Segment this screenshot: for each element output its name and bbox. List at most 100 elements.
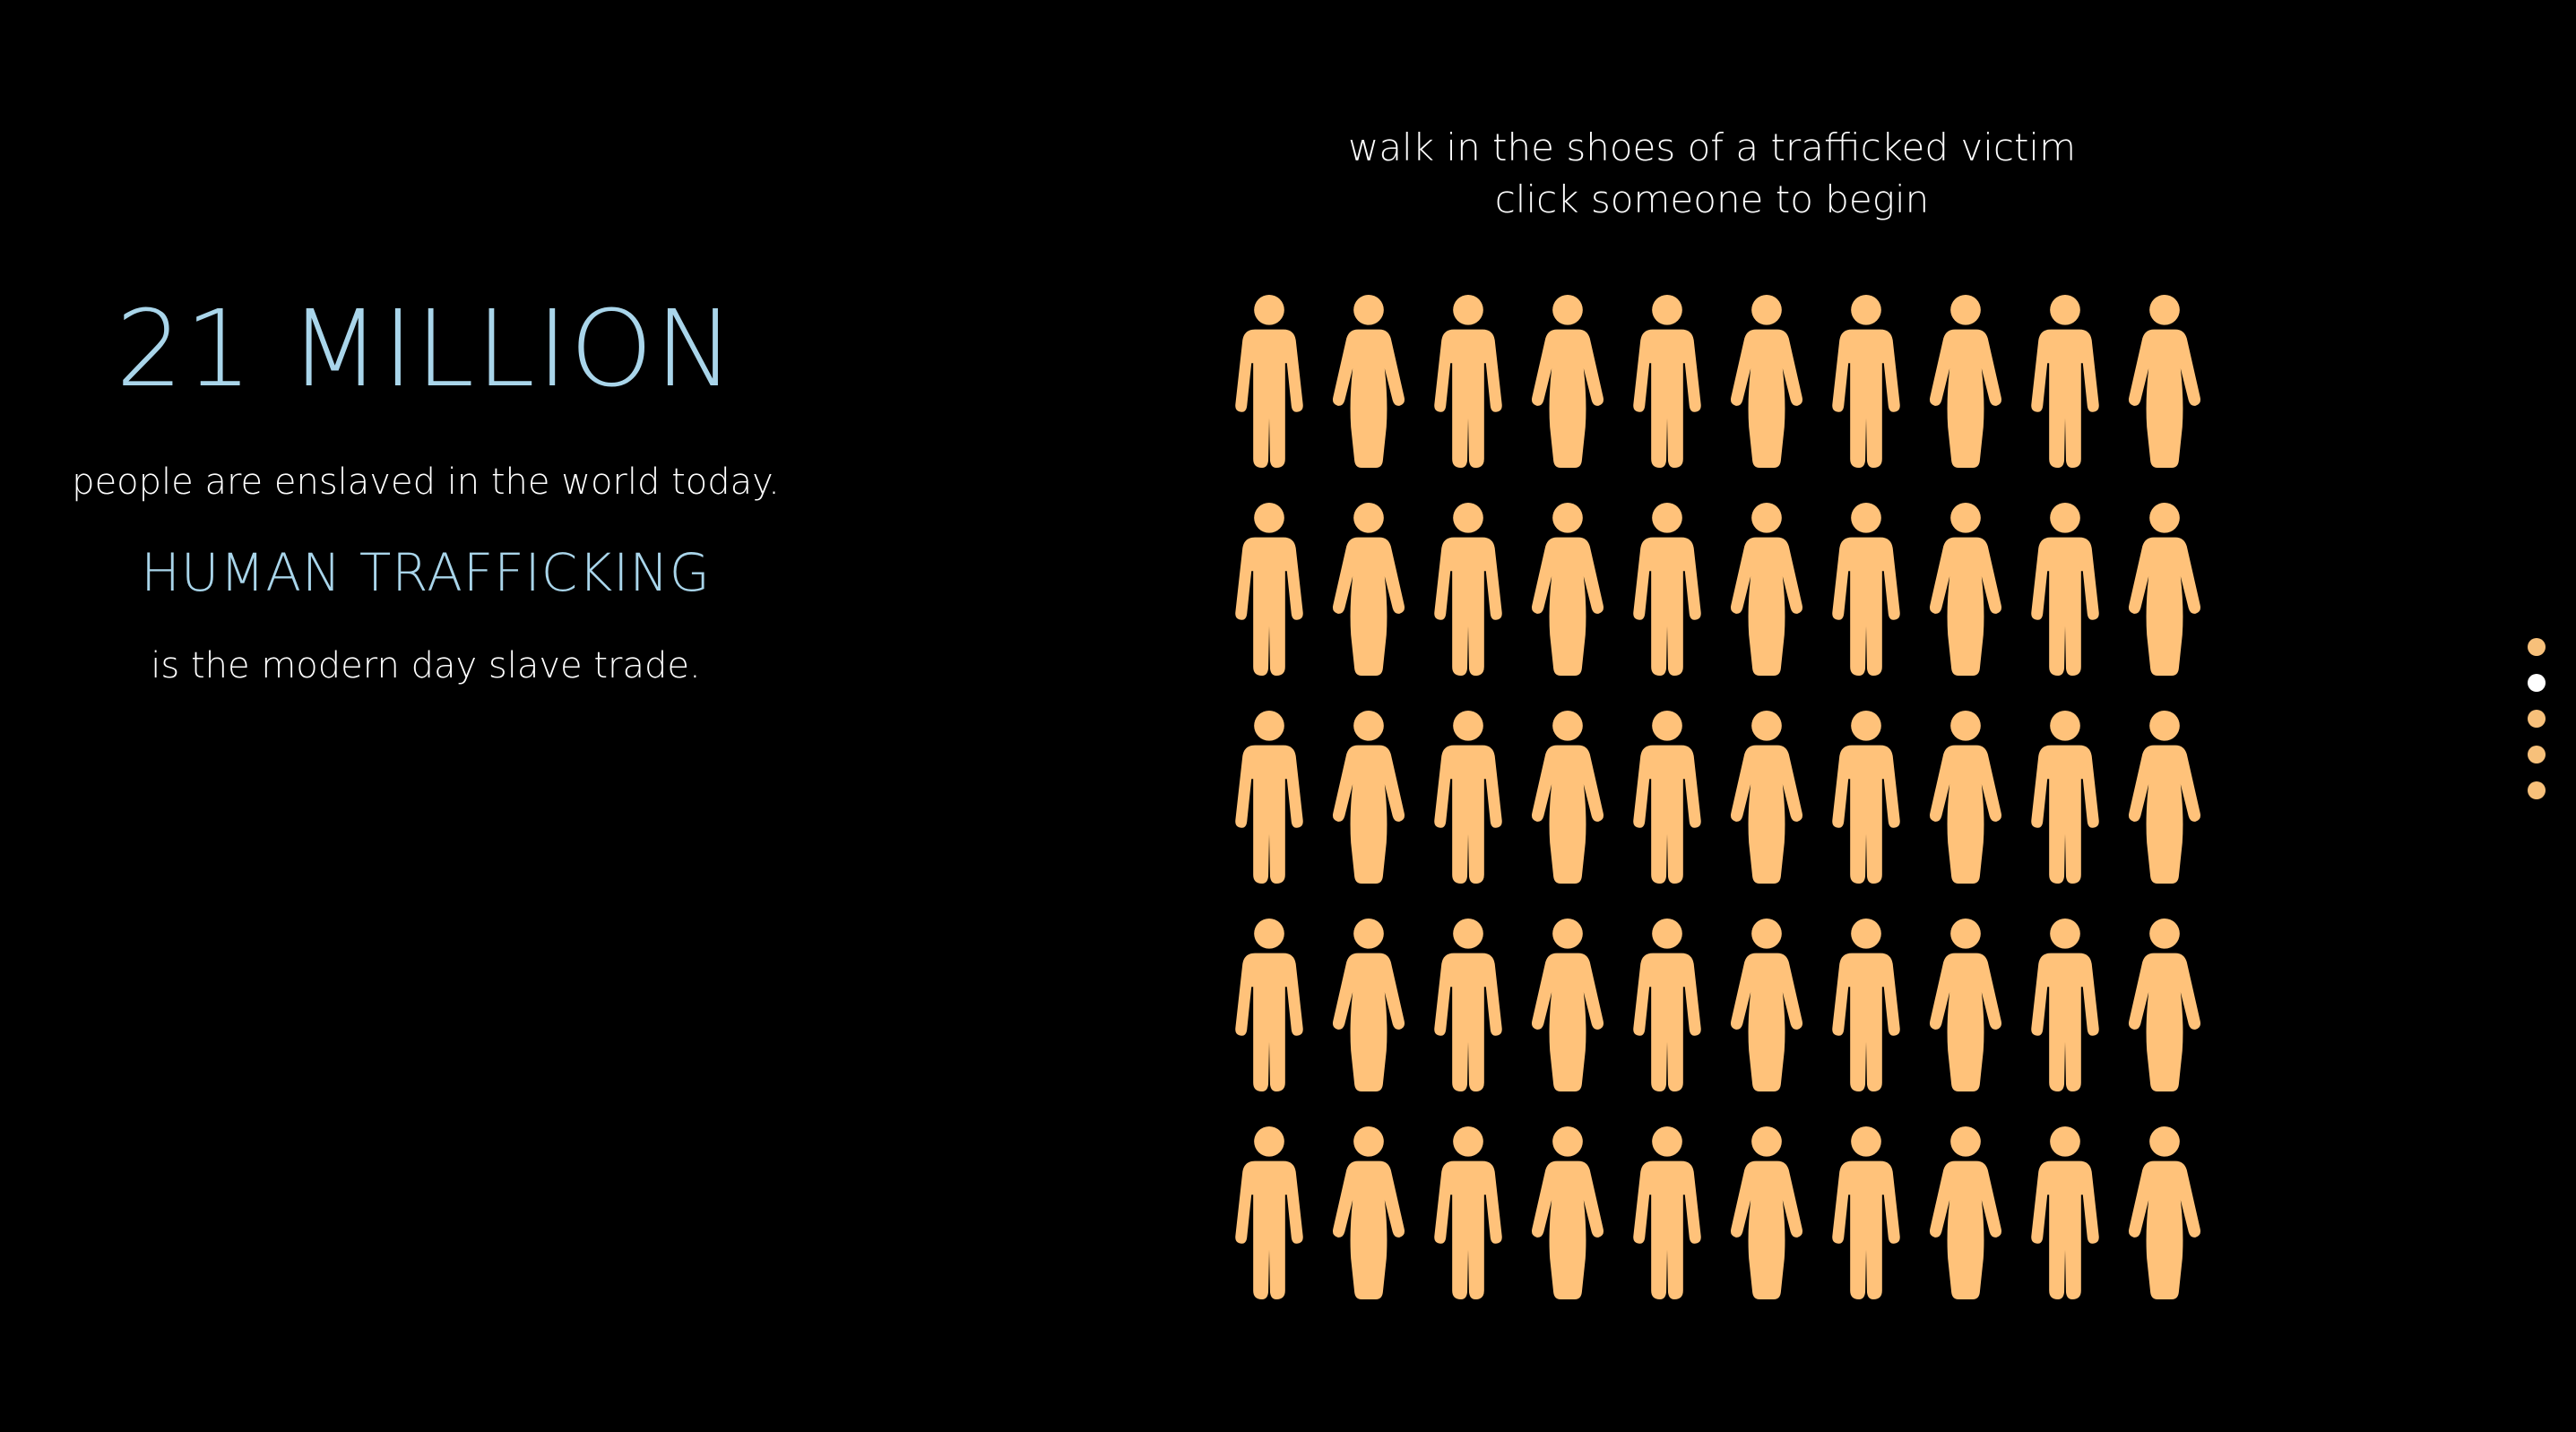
person-icon[interactable] [1431,294,1506,470]
topic-caption: is the modern day slave trade. [151,645,701,686]
person-icon[interactable] [1331,294,1406,470]
person-icon-shape [1750,502,1782,533]
person-icon[interactable] [1729,710,1804,885]
person-icon-shape [1253,294,1284,325]
person-icon-shape [1929,1160,2001,1300]
person-icon-shape [1452,710,1483,741]
person-icon-shape [1531,1160,1604,1300]
person-icon-shape [1433,329,1502,469]
person-icon[interactable] [2027,502,2103,677]
person-icon-shape [2148,710,2180,741]
person-icon[interactable] [1928,294,2003,470]
person-icon[interactable] [1828,1126,1904,1301]
person-icon[interactable] [1828,502,1904,677]
person-icon[interactable] [1530,918,1605,1093]
person-icon[interactable] [1729,1126,1804,1301]
person-icon-shape [2128,953,2200,1092]
dot-icon[interactable] [2528,674,2546,692]
person-icon[interactable] [1928,918,2003,1093]
person-icon[interactable] [1530,294,1605,470]
person-icon[interactable] [1331,710,1406,885]
person-icon[interactable] [1232,710,1307,885]
person-icon[interactable] [2127,710,2202,885]
person-icon[interactable] [1431,918,1506,1093]
person-icon[interactable] [1629,1126,1705,1301]
person-icon-shape [1929,537,2001,677]
person-icon-shape [1234,329,1303,469]
person-icon[interactable] [2127,1126,2202,1301]
person-icon-shape [1651,918,1682,949]
person-icon-shape [1651,710,1682,741]
dot-icon[interactable] [2528,781,2546,799]
person-icon-shape [1651,502,1682,533]
section-pagination [2528,638,2546,817]
person-icon-shape [1750,1126,1782,1157]
person-icon[interactable] [1928,1126,2003,1301]
person-icon[interactable] [1629,710,1705,885]
person-icon[interactable] [2027,918,2103,1093]
person-icon[interactable] [2027,710,2103,885]
person-icon-shape [1831,329,1900,469]
person-icon[interactable] [1331,1126,1406,1301]
person-icon-shape [1730,745,1802,884]
person-icon[interactable] [2127,294,2202,470]
person-icon[interactable] [1828,918,1904,1093]
person-icon-shape [1433,745,1502,884]
person-icon-shape [2049,502,2080,533]
person-icon[interactable] [2027,294,2103,470]
person-icon-shape [1353,502,1384,533]
person-icon[interactable] [1431,710,1506,885]
person-icon-shape [2128,537,2200,677]
person-icon-shape [2148,502,2180,533]
person-icon[interactable] [1232,294,1307,470]
person-icon[interactable] [1629,294,1705,470]
person-icon-shape [1552,710,1583,741]
person-icon[interactable] [1729,918,1804,1093]
person-icon[interactable] [1828,710,1904,885]
stat-caption: people are enslaved in the world today. [72,462,780,503]
person-icon[interactable] [1928,710,2003,885]
person-icon[interactable] [1331,918,1406,1093]
person-icon[interactable] [2127,502,2202,677]
person-icon[interactable] [1629,918,1705,1093]
person-icon-shape [1531,329,1604,469]
person-icon[interactable] [1530,710,1605,885]
person-icon-shape [1353,710,1384,741]
person-icon-shape [1632,745,1701,884]
person-icon-shape [2030,537,2099,677]
person-icon-shape [1332,537,1405,677]
person-icon[interactable] [2027,1126,2103,1301]
person-icon-shape [1949,502,1981,533]
person-icon-shape [1253,918,1284,949]
person-icon[interactable] [1232,502,1307,677]
dot-icon[interactable] [2528,638,2546,656]
person-icon[interactable] [1431,502,1506,677]
person-icon[interactable] [2127,918,2202,1093]
person-icon-shape [1332,329,1405,469]
person-icon[interactable] [1928,502,2003,677]
dot-icon[interactable] [2528,710,2546,728]
person-icon[interactable] [1331,502,1406,677]
person-icon-shape [1929,329,2001,469]
person-icon-shape [1929,953,2001,1092]
person-icon[interactable] [1232,918,1307,1093]
person-icon[interactable] [1431,1126,1506,1301]
person-icon-shape [1433,537,1502,677]
person-icon[interactable] [1729,502,1804,677]
person-icon-shape [1632,329,1701,469]
person-icon[interactable] [1729,294,1804,470]
person-icon-shape [1651,294,1682,325]
person-icon[interactable] [1629,502,1705,677]
person-icon-shape [2049,918,2080,949]
person-icon[interactable] [1232,1126,1307,1301]
person-icon-shape [1831,745,1900,884]
person-icon[interactable] [1530,502,1605,677]
person-icon[interactable] [1828,294,1904,470]
person-icon-shape [1531,953,1604,1092]
person-icon[interactable] [1530,1126,1605,1301]
person-icon-shape [2049,1126,2080,1157]
person-icon-shape [2049,294,2080,325]
dot-icon[interactable] [2528,746,2546,763]
person-icon-shape [2128,329,2200,469]
person-icon-shape [2148,918,2180,949]
